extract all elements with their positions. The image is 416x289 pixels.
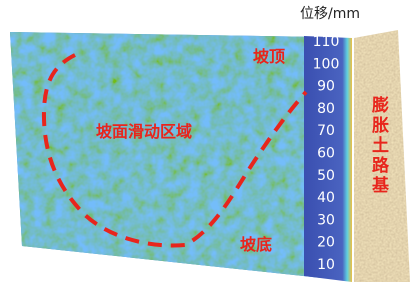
tick-label: 10 bbox=[317, 257, 335, 273]
subgrade-label: 膨胀土路基 bbox=[368, 95, 390, 196]
tick-label: 100 bbox=[313, 56, 340, 72]
figure: 位移/mm 坡顶 坡面滑动区域 坡底 膨胀土路基 10 20 30 40 50 60 70 8… bbox=[0, 0, 416, 289]
slope-top-label: 坡顶 bbox=[253, 47, 285, 66]
tick-label: 60 bbox=[317, 146, 335, 162]
tick-label: 110 bbox=[313, 34, 340, 50]
colorbar-label: 位移/mm bbox=[300, 6, 360, 22]
tick-label: 30 bbox=[317, 212, 335, 228]
tick-label: 20 bbox=[317, 235, 335, 251]
slope-face bbox=[0, 0, 330, 289]
tick-label: 90 bbox=[317, 79, 335, 95]
tick-label: 40 bbox=[317, 190, 335, 206]
slope-bottom-label: 坡底 bbox=[240, 235, 272, 254]
tick-label: 70 bbox=[317, 123, 335, 139]
slide-zone-label: 坡面滑动区域 bbox=[96, 122, 192, 141]
tick-label: 50 bbox=[317, 168, 335, 184]
tick-label: 80 bbox=[317, 101, 335, 117]
